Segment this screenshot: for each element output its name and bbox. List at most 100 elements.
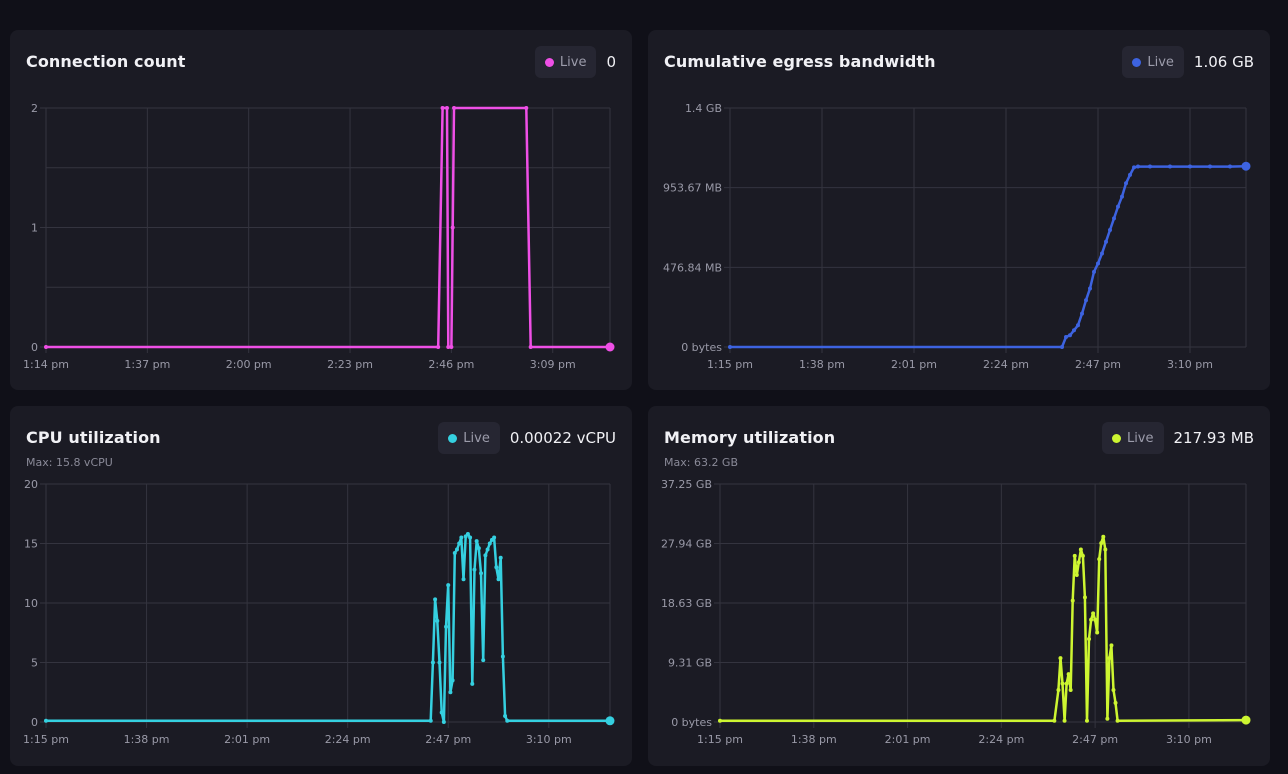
data-point xyxy=(454,547,459,552)
y-tick-label: 0 bytes xyxy=(681,341,722,354)
current-value: 1.06 GB xyxy=(1193,53,1254,71)
data-point xyxy=(440,106,445,110)
x-tick-label: 2:47 pm xyxy=(425,733,471,746)
latest-data-point xyxy=(605,342,615,352)
data-point xyxy=(1115,718,1120,723)
chart-panel-cpu-utilization: CPU utilization Max: 15.8 vCPU Live 0.00… xyxy=(10,406,632,766)
data-point xyxy=(435,618,440,623)
x-tick-label: 2:47 pm xyxy=(1072,733,1118,746)
x-tick-label: 2:24 pm xyxy=(983,358,1029,371)
data-point xyxy=(1108,228,1112,233)
live-badge[interactable]: Live xyxy=(438,422,500,454)
live-label: Live xyxy=(463,430,490,446)
panel-header-right: Live 0 xyxy=(534,46,616,78)
x-tick-label: 3:10 pm xyxy=(526,733,572,746)
data-point xyxy=(487,541,492,546)
live-label: Live xyxy=(1147,54,1174,70)
data-point xyxy=(1188,164,1192,169)
chart-panel-connection-count: Connection count Live 0 0 1 2 1:14 pm 1:37 p… xyxy=(10,30,632,390)
x-tick-label: 3:10 pm xyxy=(1167,358,1213,371)
data-point xyxy=(1124,181,1128,186)
y-tick-label: 0 xyxy=(31,341,38,354)
data-point xyxy=(472,567,477,572)
data-point xyxy=(1076,560,1081,565)
data-point xyxy=(1103,547,1108,552)
data-point xyxy=(1087,636,1092,641)
data-point xyxy=(492,535,497,540)
data-point xyxy=(452,106,457,110)
data-point xyxy=(1113,700,1118,705)
data-point xyxy=(1120,194,1124,199)
line-chart: 0 bytes 476.84 MB 953.67 MB 1.4 GB 1:15 pm 1:… xyxy=(663,102,1251,371)
data-point xyxy=(1096,261,1100,266)
x-tick-label: 1:15 pm xyxy=(697,733,743,746)
data-point xyxy=(446,345,451,349)
data-point xyxy=(446,583,451,588)
data-point xyxy=(1168,164,1172,169)
x-tick-label: 2:00 pm xyxy=(226,358,272,371)
live-label: Live xyxy=(1126,430,1154,446)
data-point xyxy=(441,720,446,724)
data-point xyxy=(1060,345,1064,349)
line-chart: 0 1 2 1:14 pm 1:37 pm 2:00 pm 2:23 pm 2:46 pm 3:… xyxy=(23,102,615,371)
data-point xyxy=(1066,672,1071,677)
data-point xyxy=(728,345,732,349)
data-point xyxy=(1099,541,1104,546)
x-tick-label: 1:14 pm xyxy=(23,358,69,371)
data-point xyxy=(718,718,722,723)
live-badge[interactable]: Live xyxy=(534,46,597,78)
data-point xyxy=(1095,630,1100,635)
latest-data-point xyxy=(1241,161,1251,171)
data-point xyxy=(1052,718,1057,723)
data-point xyxy=(1097,557,1102,562)
data-point xyxy=(1058,656,1063,661)
data-point xyxy=(1068,333,1072,338)
y-tick-label: 37.25 GB xyxy=(661,478,712,491)
series-line xyxy=(718,535,1248,722)
data-point xyxy=(1064,681,1069,686)
data-point xyxy=(1093,617,1098,622)
data-point xyxy=(1064,334,1068,339)
data-point xyxy=(448,690,453,695)
data-point xyxy=(1074,573,1079,578)
data-point xyxy=(496,577,501,582)
x-tick-label: 3:09 pm xyxy=(530,358,576,371)
data-point xyxy=(444,106,449,110)
panel-header-right: Live 217.93 MB xyxy=(1101,422,1254,454)
data-point xyxy=(44,345,48,349)
live-indicator-dot xyxy=(1111,433,1121,443)
data-point xyxy=(444,624,449,629)
data-point xyxy=(503,714,508,719)
data-point xyxy=(485,547,490,552)
x-tick-label: 2:24 pm xyxy=(325,733,371,746)
data-point xyxy=(483,553,488,558)
live-badge[interactable]: Live xyxy=(1101,422,1164,454)
data-point xyxy=(494,565,499,570)
data-point xyxy=(1101,534,1106,539)
panel-subtitle: Max: 63.2 GB xyxy=(664,456,739,469)
panel-title: Connection count xyxy=(26,52,186,71)
current-value: 0.00022 vCPU xyxy=(509,429,616,447)
data-point xyxy=(436,345,441,349)
data-point xyxy=(1111,688,1116,693)
data-point xyxy=(450,678,455,683)
data-point xyxy=(1084,718,1089,723)
y-tick-label: 9.31 GB xyxy=(668,657,712,670)
data-point xyxy=(505,718,510,723)
live-badge[interactable]: Live xyxy=(1122,46,1184,78)
data-point xyxy=(481,658,486,663)
panel-subtitle: Max: 15.8 vCPU xyxy=(26,456,113,469)
y-tick-label: 27.94 GB xyxy=(661,537,712,550)
data-point xyxy=(528,345,533,349)
data-point xyxy=(524,106,529,110)
data-point xyxy=(474,539,479,544)
data-point xyxy=(1104,239,1108,244)
y-tick-label: 1 xyxy=(31,222,38,235)
y-tick-label: 0 xyxy=(31,716,38,729)
y-tick-label: 476.84 MB xyxy=(663,261,722,274)
data-point xyxy=(1078,547,1083,552)
latest-data-point xyxy=(605,716,615,726)
current-value: 0 xyxy=(606,53,616,71)
line-chart: 0 5 10 15 20 1:15 pm 1:38 pm 2:01 pm 2:24 pm 2:47… xyxy=(23,478,615,746)
data-point xyxy=(1092,269,1096,274)
